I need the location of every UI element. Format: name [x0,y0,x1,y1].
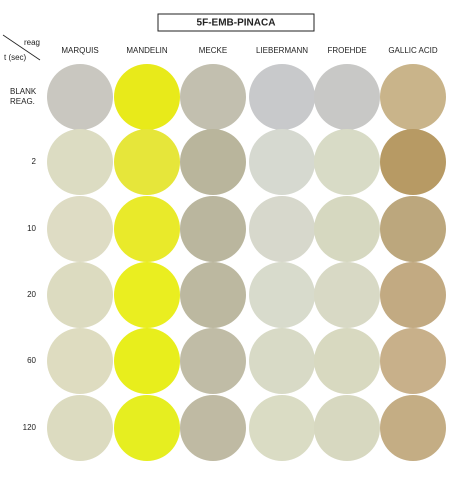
column-header: FROEHDE [327,46,366,55]
test-well [180,262,246,328]
test-well [47,328,113,394]
test-well [249,395,315,461]
test-well [380,64,446,130]
test-well [380,196,446,262]
test-well [249,64,315,130]
test-well [114,262,180,328]
test-well [314,328,380,394]
row-label: 60 [27,356,36,365]
row-label: 2 [32,157,37,166]
corner-divider [2,34,41,61]
test-well [180,196,246,262]
row-label: 20 [27,290,36,299]
row-label: REAG. [10,97,35,106]
test-well [380,129,446,195]
row-label: BLANK [10,87,37,96]
test-well [380,328,446,394]
test-well [114,129,180,195]
corner-bottom: t (sec) [4,53,27,62]
corner-top: reag [24,38,40,47]
column-header: MANDELIN [126,46,168,55]
title: 5F-EMB-PINACA [197,18,276,29]
test-well [47,64,113,130]
test-well [380,395,446,461]
row-label: 120 [23,423,37,432]
test-well [380,262,446,328]
test-well [114,64,180,130]
test-well [114,328,180,394]
test-well [47,129,113,195]
test-well [180,129,246,195]
column-header: GALLIC ACID [388,46,438,55]
test-well [314,262,380,328]
test-well [314,395,380,461]
test-well [249,129,315,195]
column-header: MECKE [199,46,227,55]
column-header: MARQUIS [61,46,98,55]
test-well [180,328,246,394]
column-header: LIEBERMANN [256,46,308,55]
test-well [314,129,380,195]
test-well [47,395,113,461]
test-well [180,395,246,461]
test-well [47,262,113,328]
test-well [249,262,315,328]
row-label: 10 [27,224,36,233]
title-box [157,13,315,32]
test-well [180,64,246,130]
test-well [249,328,315,394]
test-well [47,196,113,262]
test-well [114,395,180,461]
test-well [314,64,380,130]
test-well [249,196,315,262]
test-well [114,196,180,262]
test-well [314,196,380,262]
